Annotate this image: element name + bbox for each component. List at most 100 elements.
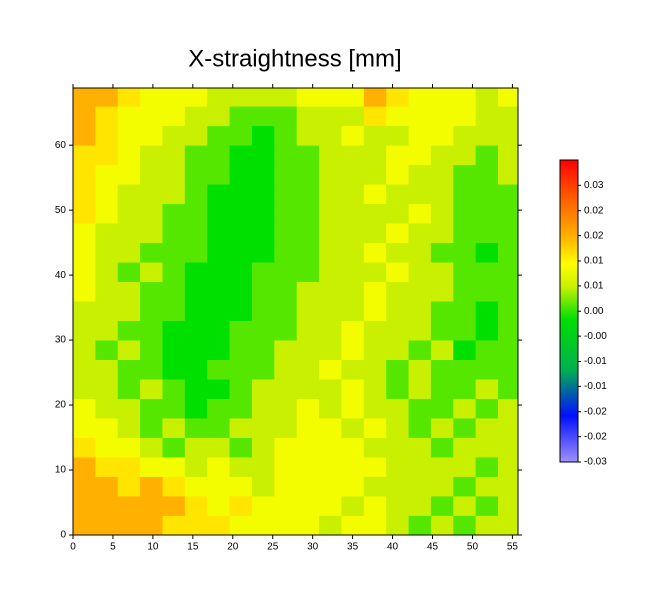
heatmap-cell xyxy=(430,106,454,127)
heatmap-cell xyxy=(296,145,320,166)
heatmap-cell xyxy=(207,184,230,205)
heatmap-cell xyxy=(498,223,519,244)
heatmap-cell xyxy=(274,281,298,302)
heatmap-cell xyxy=(95,262,119,283)
y-tick-label: 40 xyxy=(55,270,67,281)
heatmap-cell xyxy=(251,301,275,321)
heatmap-cell xyxy=(162,242,186,263)
heatmap-cell xyxy=(117,496,141,516)
heatmap-cell xyxy=(274,125,298,146)
heatmap-cell xyxy=(140,457,163,477)
colorbar-tick-label: 0.01 xyxy=(584,256,604,267)
heatmap-cell xyxy=(117,203,141,224)
heatmap-cell xyxy=(73,515,96,536)
heatmap-cell xyxy=(162,320,186,341)
heatmap-cell xyxy=(296,301,320,321)
heatmap-cell xyxy=(408,340,432,360)
heatmap-cell xyxy=(207,281,230,302)
heatmap-cell xyxy=(319,106,342,127)
heatmap-cell xyxy=(430,125,454,146)
heatmap-cell xyxy=(319,242,342,263)
heatmap-cell xyxy=(341,145,365,166)
heatmap-cell xyxy=(386,359,409,380)
chart-title: X-straightness [mm] xyxy=(188,45,401,72)
heatmap-cell xyxy=(363,340,387,360)
heatmap-cell xyxy=(117,223,141,244)
heatmap-cell xyxy=(498,340,519,360)
heatmap-cell xyxy=(296,223,320,244)
heatmap-cell xyxy=(140,301,163,321)
heatmap-cell xyxy=(274,184,298,205)
heatmap-cell xyxy=(319,457,342,477)
heatmap-cell xyxy=(475,281,499,302)
heatmap-cell xyxy=(207,340,230,360)
heatmap-cell xyxy=(430,437,454,458)
heatmap-cell xyxy=(363,106,387,127)
heatmap-cell xyxy=(341,106,365,127)
heatmap-cell xyxy=(162,379,186,399)
heatmap-cell xyxy=(453,88,477,107)
heatmap-cell xyxy=(296,457,320,477)
heatmap-cell xyxy=(408,164,432,185)
heatmap-cell xyxy=(408,125,432,146)
heatmap-cell xyxy=(140,88,163,107)
colorbar-tick-label: -0.00 xyxy=(584,331,607,342)
x-tick-label: 10 xyxy=(147,542,159,553)
heatmap-cell xyxy=(296,418,320,438)
heatmap-cell xyxy=(162,281,186,302)
heatmap-cell xyxy=(319,437,342,458)
heatmap-cell xyxy=(229,203,253,224)
heatmap-cell xyxy=(430,88,454,107)
heatmap-cell xyxy=(475,320,499,341)
heatmap-cell xyxy=(274,476,298,497)
heatmap-cell xyxy=(229,320,253,341)
heatmap-cell xyxy=(363,379,387,399)
heatmap-cell xyxy=(363,398,387,419)
heatmap-cell xyxy=(184,184,208,205)
heatmap-cell xyxy=(363,242,387,263)
heatmap-cell xyxy=(73,457,96,477)
heatmap-cell xyxy=(498,398,519,419)
heatmap-cell xyxy=(229,359,253,380)
heatmap-cell xyxy=(386,398,409,419)
heatmap-cell xyxy=(251,320,275,341)
heatmap-cell xyxy=(229,281,253,302)
heatmap-cell xyxy=(117,437,141,458)
heatmap-cell xyxy=(207,164,230,185)
heatmap-cell xyxy=(117,301,141,321)
heatmap-cell xyxy=(184,145,208,166)
heatmap-cell xyxy=(140,262,163,283)
heatmap-cell xyxy=(73,88,96,107)
heatmap-cell xyxy=(498,106,519,127)
heatmap-cell xyxy=(274,359,298,380)
heatmap-cell xyxy=(95,281,119,302)
heatmap-cell xyxy=(498,242,519,263)
heatmap-cell xyxy=(229,88,253,107)
heatmap-cell xyxy=(453,106,477,127)
heatmap-cell xyxy=(229,125,253,146)
heatmap-cell xyxy=(386,437,409,458)
heatmap-cell xyxy=(408,320,432,341)
heatmap-cell xyxy=(162,301,186,321)
heatmap-cell xyxy=(117,242,141,263)
heatmap-cell xyxy=(73,418,96,438)
heatmap-cell xyxy=(430,145,454,166)
heatmap-cell xyxy=(95,145,119,166)
heatmap-cell xyxy=(117,125,141,146)
x-tick-label: 0 xyxy=(70,542,76,553)
heatmap-cell xyxy=(408,106,432,127)
heatmap-cell xyxy=(296,281,320,302)
heatmap-cell xyxy=(117,476,141,497)
heatmap-cell xyxy=(95,242,119,263)
heatmap-cell xyxy=(386,88,409,107)
heatmap-cell xyxy=(140,106,163,127)
heatmap-cell xyxy=(117,88,141,107)
heatmap-cell xyxy=(73,125,96,146)
heatmap-cell xyxy=(363,320,387,341)
heatmap-cell xyxy=(95,164,119,185)
heatmap-cell xyxy=(162,476,186,497)
heatmap-cell xyxy=(498,476,519,497)
heatmap-cell xyxy=(251,398,275,419)
heatmap-cell xyxy=(140,418,163,438)
